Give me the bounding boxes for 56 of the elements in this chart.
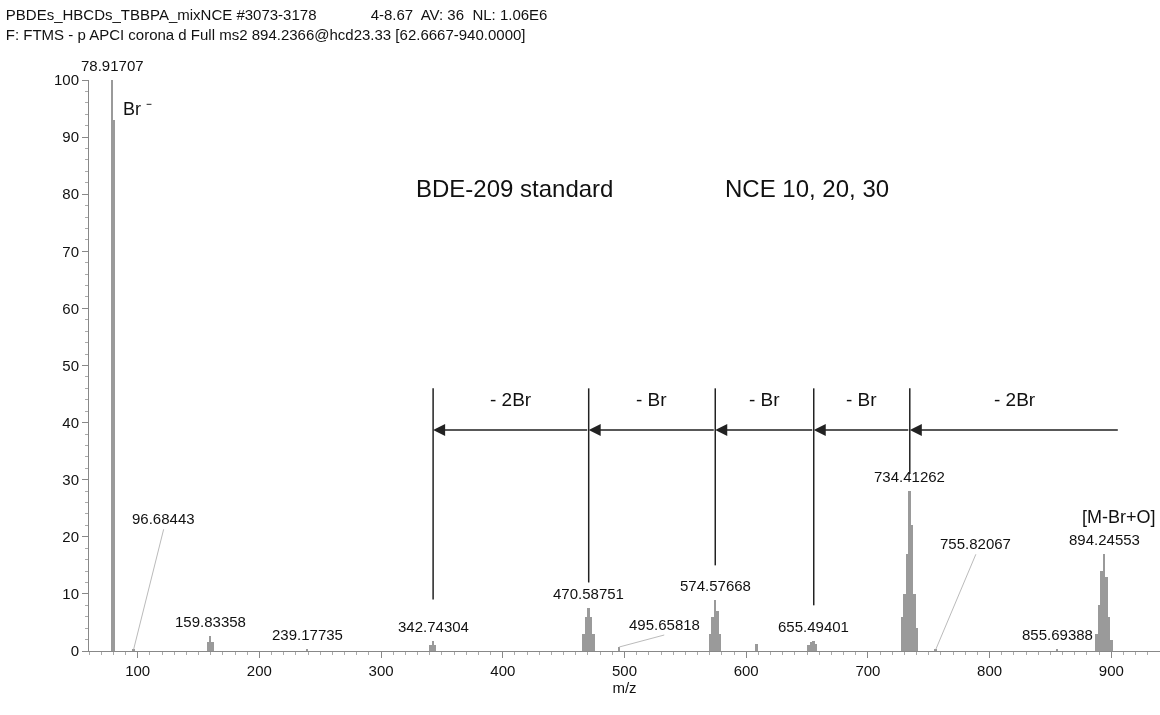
annotation: [M-Br+O]: [1082, 507, 1156, 527]
x-tick-label: 200: [246, 662, 272, 679]
y-tick-label: 40: [62, 413, 79, 431]
bar: [111, 80, 113, 651]
x-tick-label: 900: [1098, 662, 1124, 679]
annotation: - 2Br: [994, 389, 1036, 410]
annotation: 755.82067: [940, 535, 1011, 552]
y-tick-label: 80: [62, 185, 79, 203]
bar: [815, 644, 817, 651]
y-tick-label: 90: [62, 128, 79, 146]
annotation: Br ⁻: [123, 99, 153, 119]
x-tick-label: 400: [490, 662, 516, 679]
bar: [807, 645, 810, 651]
annotation: 574.57668: [680, 577, 751, 594]
y-tick-label: 30: [62, 470, 79, 488]
annotation: 495.65818: [629, 616, 700, 633]
bar: [908, 491, 911, 651]
bar: [432, 641, 434, 651]
annotation: 239.17735: [272, 626, 343, 643]
annotation: 734.41262: [874, 468, 945, 485]
y-tick-label: 10: [62, 585, 79, 603]
bar: [434, 645, 436, 651]
annotation: NCE 10, 20, 30: [725, 175, 890, 202]
y-tick-label: 0: [70, 642, 79, 660]
annotation: BDE-209 standard: [416, 175, 614, 202]
y-tick-label: 60: [62, 299, 79, 317]
annotation: 894.24553: [1069, 531, 1140, 548]
annotation: - Br: [846, 389, 878, 410]
chart-title: PBDEs_HBCDs_TBBPA_mixNCE #3073-3178 4-8.67 AV: 36 NL: 1.06E6: [5, 6, 548, 24]
bar: [714, 600, 716, 651]
y-tick-label: 100: [53, 71, 79, 89]
y-tick-label: 50: [62, 356, 79, 374]
annotation: 96.68443: [132, 510, 195, 527]
annotation: 655.49401: [778, 618, 849, 635]
x-tick-label: 600: [733, 662, 759, 679]
chart-subtitle: F: FTMS - p APCI corona d Full ms2 894.2366@hcd23.33 [62.6667-940.0000]: [5, 25, 526, 43]
annotation: 470.58751: [553, 585, 624, 602]
bar: [429, 645, 432, 651]
bar: [755, 644, 758, 651]
annotation: - Br: [749, 389, 781, 410]
y-tick-label: 20: [62, 528, 79, 546]
x-tick-label: 700: [855, 662, 881, 679]
annotation: 342.74304: [398, 618, 469, 635]
annotation: 159.83358: [175, 613, 246, 630]
annotation: 855.69388: [1022, 626, 1093, 643]
x-tick-label: 800: [977, 662, 1003, 679]
annotation: - 2Br: [490, 389, 532, 410]
x-tick-label: 100: [125, 662, 151, 679]
x-tick-label: 300: [368, 662, 394, 679]
y-tick-label: 70: [62, 242, 79, 260]
bar: [810, 642, 812, 651]
bar: [209, 636, 211, 651]
x-tick-label: 500: [611, 662, 638, 679]
annotation: - Br: [636, 389, 668, 410]
x-axis-title: m/z: [612, 679, 637, 696]
annotation: 78.91707: [81, 57, 144, 74]
